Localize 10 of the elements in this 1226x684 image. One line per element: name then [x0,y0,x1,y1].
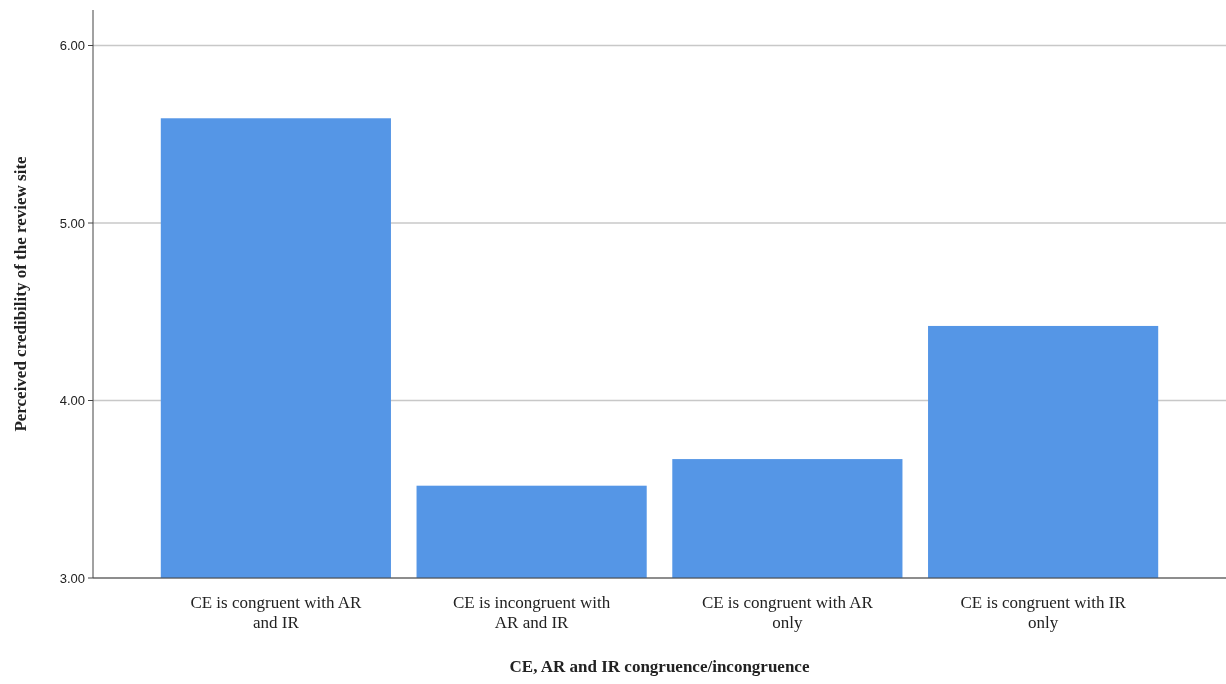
y-tick-label: 4.00 [59,393,85,409]
x-tick-label: CE is congruent with IR only [960,593,1127,632]
y-tick-label: 5.00 [59,215,85,231]
y-tick-label: 3.00 [59,570,85,586]
x-tick-label: CE is incongruent with AR and IR [453,593,611,632]
x-tick-label: CE is congruent with AR and IR [190,593,362,632]
x-tick-label: CE is congruent with AR only [701,593,874,632]
y-axis-title: Perceived credibility of the review site [11,155,30,432]
x-axis-title: CE, AR and IR congruence/incongruence [509,657,810,676]
y-tick-label: 6.00 [59,38,85,54]
